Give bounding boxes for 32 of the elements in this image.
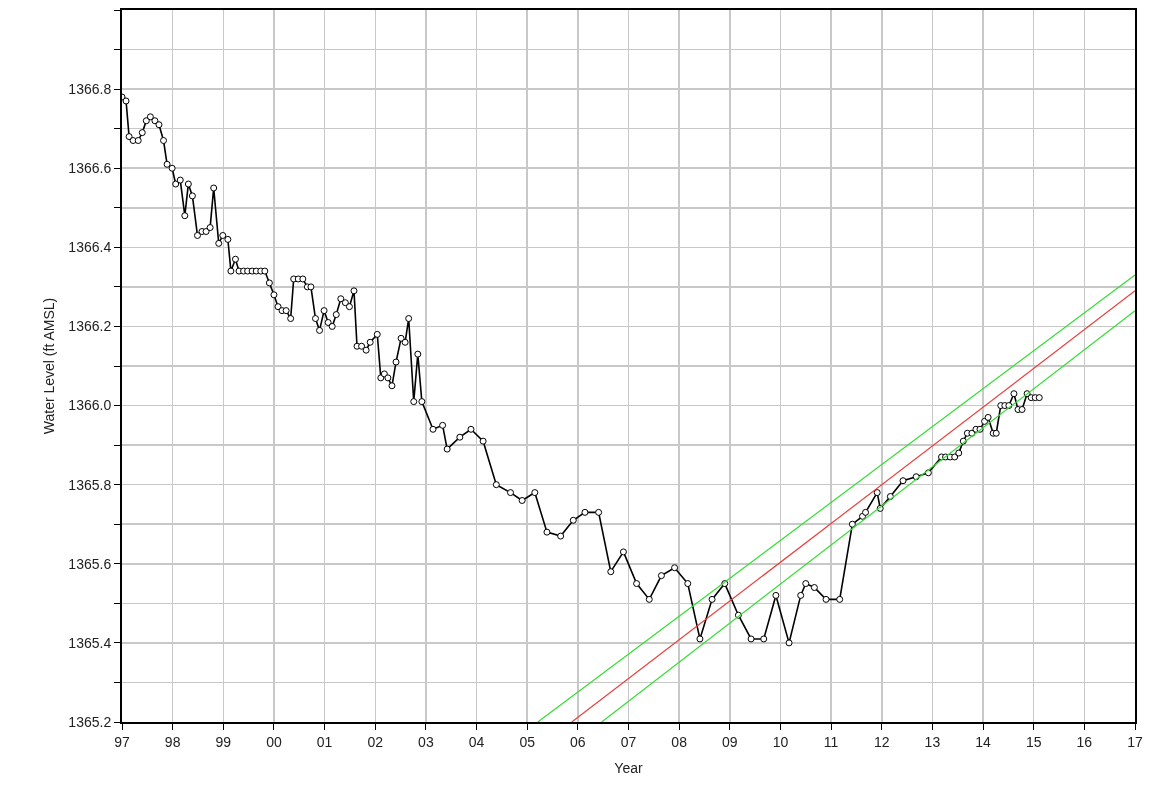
x-tick-label: 04 [468, 733, 485, 750]
x-tick-label: 07 [620, 733, 637, 750]
x-tick-label: 10 [772, 733, 789, 750]
y-tick-label: 1366.0 [68, 397, 112, 414]
x-tick-label: 05 [519, 733, 536, 750]
x-tick-label: 12 [873, 733, 890, 750]
x-tick-label: 13 [924, 733, 941, 750]
x-tick-label: 02 [367, 733, 384, 750]
y-tick-label: 1365.2 [68, 713, 112, 730]
x-tick-label: 14 [975, 733, 992, 750]
x-axis-title: Year [614, 759, 643, 776]
y-tick-label: 1365.4 [68, 634, 112, 651]
x-tick-label: 09 [722, 733, 738, 750]
y-tick-label: 1366.2 [68, 318, 112, 335]
x-tick-label: 03 [418, 733, 434, 750]
x-tick-label: 01 [316, 733, 333, 750]
x-tick-label: 15 [1025, 733, 1042, 750]
y-tick-label: 1366.8 [68, 81, 112, 98]
x-tick-label: 97 [114, 733, 130, 750]
y-tick-label: 1365.6 [68, 555, 112, 572]
x-tick-label: 00 [266, 733, 282, 750]
x-tick-label: 11 [823, 733, 839, 750]
x-tick-label: 17 [1127, 733, 1143, 750]
x-tick-label: 16 [1076, 733, 1093, 750]
x-tick-label: 06 [570, 733, 586, 750]
y-axis-title: Water Level (ft AMSL) [41, 297, 58, 435]
y-tick-label: 1366.6 [68, 160, 112, 177]
y-tick-label: 1365.8 [68, 476, 112, 493]
x-tick-label: 08 [671, 733, 688, 750]
y-tick-label: 1366.4 [68, 239, 112, 256]
x-tick-label: 98 [164, 733, 181, 750]
x-tick-label: 99 [215, 733, 232, 750]
